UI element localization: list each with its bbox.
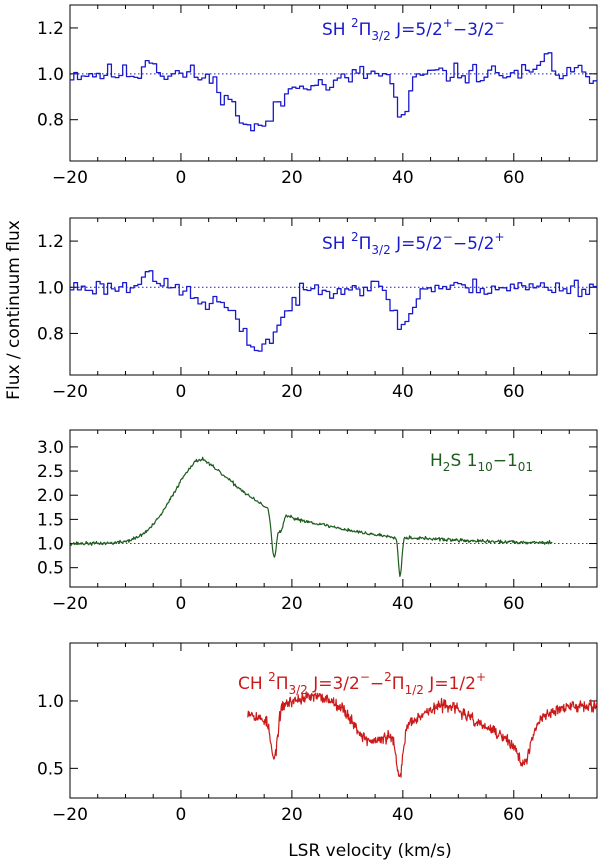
x-tick-label-sh-a: 60 bbox=[503, 168, 525, 188]
y-tick-label-h2s: 2.0 bbox=[37, 486, 64, 506]
y-tick-label-h2s: 2.5 bbox=[37, 462, 64, 482]
spectrum-line-sh-b bbox=[70, 270, 597, 352]
y-tick-label-sh-b: 1.0 bbox=[37, 278, 64, 298]
x-tick-label-ch: −20 bbox=[52, 805, 88, 825]
spectrum-line-h2s bbox=[69, 456, 553, 577]
y-tick-label-sh-b: 0.8 bbox=[37, 324, 64, 344]
panel-frame-ch bbox=[69, 642, 598, 799]
x-tick-label-sh-b: 0 bbox=[176, 382, 187, 402]
panel-label-ch: CH 2Π3/2 J=3/2−−2Π1/2 J=1/2+ bbox=[238, 670, 486, 697]
y-tick-label-ch: 1.0 bbox=[37, 692, 64, 712]
x-tick-label-h2s: 60 bbox=[503, 594, 525, 614]
panel-label-sh-b: SH 2Π3/2 J=5/2−−5/2+ bbox=[322, 230, 505, 257]
x-tick-label-sh-b: 40 bbox=[392, 382, 414, 402]
y-tick-label-sh-b: 1.2 bbox=[37, 232, 64, 252]
x-tick-label-sh-a: 40 bbox=[392, 168, 414, 188]
y-tick-label-h2s: 0.5 bbox=[37, 559, 64, 579]
spectrum-line-ch bbox=[247, 691, 598, 778]
panel-frame-sh-b bbox=[69, 217, 598, 376]
x-tick-label-ch: 20 bbox=[281, 805, 303, 825]
panel-label-h2s: H2S 110−101 bbox=[430, 451, 533, 474]
y-tick-label-sh-a: 0.8 bbox=[37, 111, 64, 131]
x-tick-label-h2s: −20 bbox=[52, 594, 88, 614]
spectrum-line-sh-a bbox=[70, 52, 597, 132]
x-tick-label-sh-a: 20 bbox=[281, 168, 303, 188]
x-tick-label-sh-b: −20 bbox=[52, 382, 88, 402]
x-tick-label-ch: 60 bbox=[503, 805, 525, 825]
x-tick-label-sh-b: 20 bbox=[281, 382, 303, 402]
panel-label-sh-a: SH 2Π3/2 J=5/2+−3/2− bbox=[322, 16, 505, 43]
y-tick-label-sh-a: 1.0 bbox=[37, 65, 64, 85]
y-tick-label-h2s: 1.5 bbox=[37, 510, 64, 530]
x-tick-label-sh-a: 0 bbox=[176, 168, 187, 188]
panel-frame-sh-a bbox=[69, 4, 598, 162]
x-tick-label-ch: 0 bbox=[176, 805, 187, 825]
x-tick-label-h2s: 40 bbox=[392, 594, 414, 614]
y-tick-label-h2s: 3.0 bbox=[37, 438, 64, 458]
x-axis-title: LSR velocity (km/s) bbox=[288, 841, 452, 861]
panel-frame-h2s bbox=[69, 429, 598, 588]
x-tick-label-h2s: 20 bbox=[281, 594, 303, 614]
x-tick-label-h2s: 0 bbox=[176, 594, 187, 614]
y-tick-label-h2s: 1.0 bbox=[37, 535, 64, 555]
x-tick-label-ch: 40 bbox=[392, 805, 414, 825]
y-axis-title: Flux / continuum flux bbox=[4, 220, 24, 400]
y-tick-label-sh-a: 1.2 bbox=[37, 19, 64, 39]
x-tick-label-sh-b: 60 bbox=[503, 382, 525, 402]
x-tick-label-sh-a: −20 bbox=[52, 168, 88, 188]
chart-marks: −20 0 20 40 60 0.8 1.0 1.2 −20 0 20 40 60 0.8 1.0 1.2 −2… bbox=[37, 5, 598, 825]
y-tick-label-ch: 0.5 bbox=[37, 759, 64, 779]
